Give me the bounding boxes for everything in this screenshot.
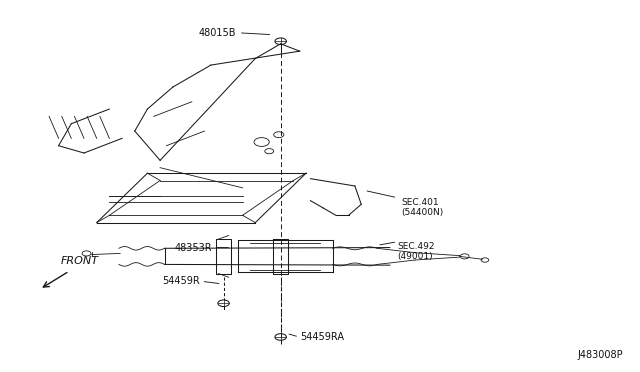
Text: 48353R: 48353R xyxy=(175,243,212,253)
Text: SEC.401
(54400N): SEC.401 (54400N) xyxy=(401,198,444,217)
Text: 54459RA: 54459RA xyxy=(300,332,344,342)
Text: 54459R: 54459R xyxy=(162,276,200,286)
Text: J483008P: J483008P xyxy=(578,350,623,360)
Text: 48015B: 48015B xyxy=(199,28,236,38)
Text: FRONT: FRONT xyxy=(61,256,99,266)
Text: SEC.492
(49001): SEC.492 (49001) xyxy=(397,242,435,261)
